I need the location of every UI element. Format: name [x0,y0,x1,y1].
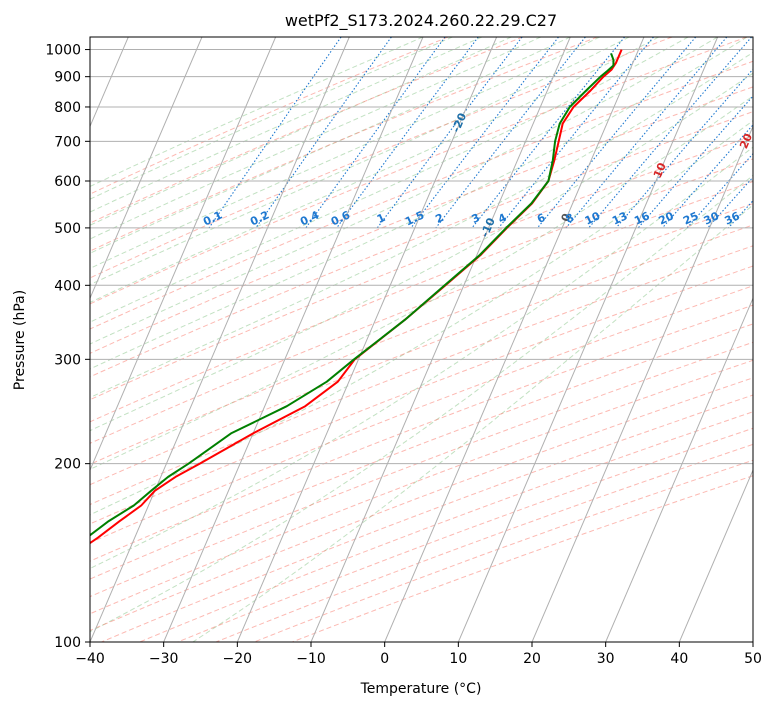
mixing-ratio-line [471,37,626,229]
moist-adiabat-line [90,51,753,399]
dry-adiabat-line [90,86,753,354]
moist-adiabat-line [90,37,453,200]
x-tick-label: 40 [670,651,688,667]
isotherm-line [236,37,498,642]
isotherm-line [457,37,719,642]
y-tick-label: 700 [54,134,81,150]
x-tick-label: 30 [597,651,615,667]
dry-adiabat-line [90,135,753,401]
mixing-ratio-line [498,37,654,229]
isotherm-line [310,37,571,642]
dry-adiabat-line [90,37,449,195]
isotherm-line [90,37,203,300]
dry-adiabat-line [101,394,753,642]
y-tick-label: 100 [54,635,81,651]
moist-adiabat-line [90,37,718,345]
warm-isotherm-label: 10 [651,160,669,180]
mixing-ratio-line [537,37,697,229]
isotherm-line [163,37,424,642]
mixing-ratio-line [336,37,479,229]
mixing-ratio-line [208,37,342,229]
x-axis: −40 −30 −20 −10 0 10 20 30 40 50 [75,642,762,667]
y-axis: 100 200 300 400 500 600 700 800 900 1000 [45,43,90,651]
moist-adiabat-line [90,37,689,323]
y-tick-label: 800 [54,100,81,116]
mixing-ratio-line [255,37,392,229]
y-tick-label: 400 [54,278,81,294]
mixing-ratio-label: 16 [632,209,652,227]
isotherm-line [531,125,753,642]
y-tick-label: 1000 [45,43,81,59]
moist-adiabat-line [90,37,601,269]
x-tick-label: 20 [523,651,541,667]
dry-adiabat-line [90,37,523,224]
dry-adiabat-line [90,359,753,615]
moist-adiabat-line [90,37,483,213]
warm-isotherm-label: 20 [737,131,755,151]
dry-adiabat-line [90,60,753,330]
mixing-ratio-label: 13 [610,209,629,227]
mixing-ratio-label: 36 [723,209,743,227]
y-tick-label: 900 [54,70,81,86]
dry-adiabat-line [90,323,753,580]
moist-adiabat-line [192,204,753,642]
dry-adiabat-line [90,341,753,598]
plot-frame [89,36,754,643]
moist-adiabat-line [90,37,659,303]
x-tick-label: 10 [449,651,467,667]
isotherm-line [90,37,277,472]
dry-adiabat-line [90,304,753,562]
y-tick-label: 200 [54,457,81,473]
y-axis-title: Pressure (hPa) [12,290,28,390]
isotherm-line [384,37,645,642]
x-axis-title: Temperature (°C) [360,681,482,697]
x-tick-label: −40 [75,651,105,667]
isotherm-grid [90,37,753,642]
y-tick-label: 500 [54,221,81,237]
mixing-ratio-label: 20 [657,209,677,227]
y-tick-label: 300 [54,352,81,368]
dry-adiabat-line [90,158,753,423]
sounding-profiles [90,49,623,545]
moist-adiabat-line [90,37,630,286]
y-tick-label: 600 [54,174,81,190]
mixing-ratio-label: 10 [583,209,603,227]
x-tick-label: −20 [223,651,253,667]
mixing-ratio-line [376,37,523,229]
mixing-ratio-lines [208,37,753,229]
x-tick-label: 50 [744,651,762,667]
dry-adiabat-line [90,37,748,305]
mixing-ratio-label: 25 [681,209,700,227]
plot-background [90,37,753,642]
chart-title: wetPf2_S173.2024.260.22.29.C27 [285,11,557,31]
mixing-ratio-line [707,176,753,229]
mixing-ratio-line [410,37,559,229]
moist-adiabat-line [90,37,512,226]
dewpoint-profile-line [90,53,615,537]
mixing-ratio-line [637,95,753,229]
moist-adiabat-line [90,95,753,470]
dry-adiabat-line [90,377,753,632]
mixing-ratio-line [565,37,728,229]
isotherm-line [605,296,753,642]
moist-adiabat-line [90,37,424,188]
mixing-ratio-label: 30 [702,209,722,227]
moist-adiabat-line [90,120,753,516]
x-tick-label: −10 [296,651,326,667]
x-tick-label: 0 [380,651,389,667]
x-tick-label: −30 [149,651,179,667]
isotherm-line [90,37,350,642]
mixing-ratio-line [305,37,446,229]
isotherm-line [678,468,753,642]
